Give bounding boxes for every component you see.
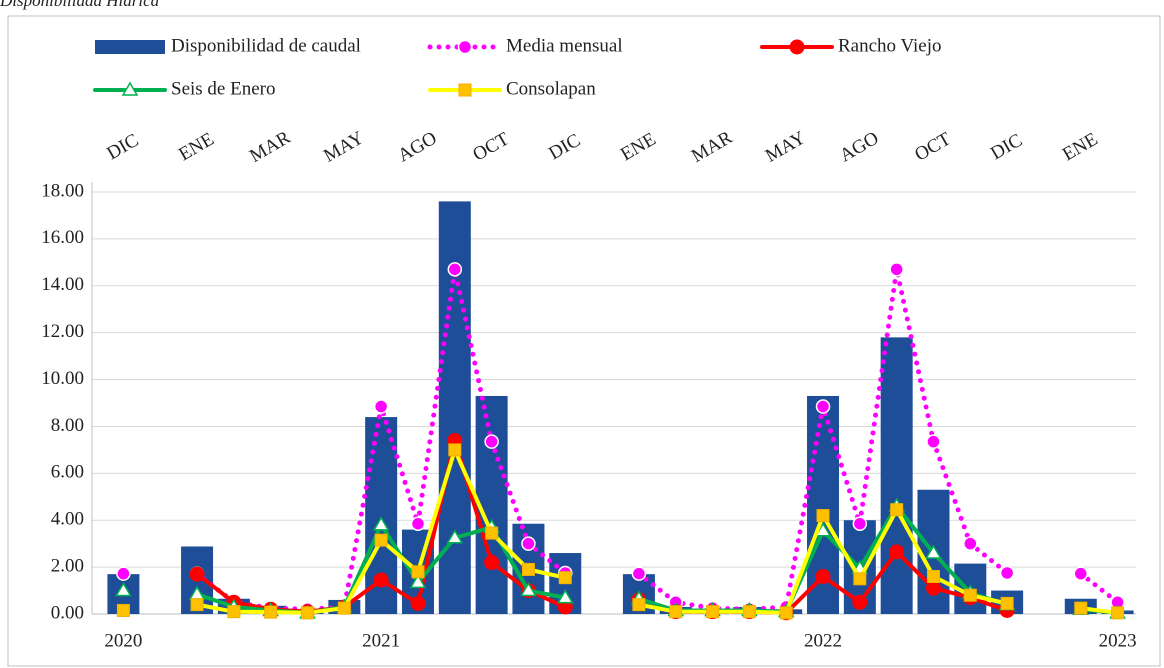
- line-marker: [190, 598, 204, 612]
- y-tick-label: 4.00: [51, 509, 84, 530]
- line-marker: [999, 565, 1015, 581]
- legend-marker: [121, 81, 139, 96]
- y-tick-label: 10.00: [41, 368, 84, 389]
- line-marker: [963, 536, 978, 551]
- line-marker: [1111, 606, 1125, 620]
- line-marker: [890, 503, 904, 517]
- line-marker: [706, 605, 720, 619]
- legend-label: Consolapan: [506, 78, 596, 99]
- line-marker: [1074, 601, 1088, 615]
- line-marker: [853, 572, 867, 586]
- legend-label: Rancho Viejo: [838, 35, 942, 56]
- line-marker: [816, 509, 830, 523]
- line-marker: [227, 605, 241, 619]
- line-marker: [1073, 566, 1089, 581]
- legend-label: Media mensual: [506, 35, 623, 56]
- line-marker: [926, 569, 940, 583]
- line-marker: [484, 554, 500, 570]
- legend-marker: [789, 39, 805, 55]
- chart-frame: [7, 15, 1161, 667]
- y-tick-label: 6.00: [51, 462, 84, 483]
- line-marker: [632, 598, 646, 612]
- line-marker: [556, 589, 574, 604]
- line-marker: [669, 605, 683, 619]
- line-marker: [484, 434, 499, 449]
- line-marker: [189, 566, 205, 582]
- y-tick-label: 12.00: [41, 321, 84, 342]
- line-marker: [410, 595, 426, 611]
- line-marker: [1000, 596, 1014, 610]
- line-marker: [264, 605, 278, 619]
- line-marker: [520, 582, 537, 597]
- line-marker: [116, 566, 131, 581]
- line-marker: [889, 544, 905, 560]
- year-label: 2022: [804, 630, 842, 651]
- line-marker: [374, 533, 388, 547]
- line-marker: [558, 571, 572, 585]
- y-tick-label: 18.00: [41, 180, 84, 201]
- line-marker: [485, 526, 499, 540]
- legend-marker: [458, 83, 472, 97]
- line-marker: [372, 516, 390, 531]
- line-marker: [448, 443, 462, 457]
- line-marker: [742, 605, 756, 619]
- line-marker: [447, 262, 463, 277]
- line-marker: [410, 516, 426, 531]
- line-marker: [852, 594, 868, 610]
- line-marker: [301, 606, 315, 620]
- line-marker: [852, 516, 868, 531]
- legend-label: Disponibilidad de caudal: [171, 35, 361, 56]
- line-marker: [815, 399, 831, 414]
- line-marker: [446, 529, 464, 544]
- line-marker: [889, 262, 904, 277]
- line-marker: [521, 562, 535, 576]
- line-marker: [925, 580, 941, 596]
- year-label: 2020: [104, 630, 142, 651]
- y-tick-label: 8.00: [51, 415, 84, 436]
- line-marker: [963, 588, 977, 602]
- line-marker: [779, 606, 793, 620]
- line-marker: [925, 544, 942, 559]
- legend-marker: [457, 39, 473, 55]
- line-marker: [815, 568, 831, 584]
- line-marker: [411, 565, 425, 579]
- line-marker: [373, 572, 389, 588]
- y-tick-label: 14.00: [41, 274, 84, 295]
- y-tick-label: 16.00: [41, 227, 84, 248]
- legend-swatch: [95, 40, 165, 54]
- line-marker: [337, 601, 351, 615]
- line-marker: [115, 582, 132, 597]
- line-marker: [926, 434, 941, 449]
- bar: [880, 337, 913, 614]
- line-marker: [409, 573, 427, 589]
- year-label: 2023: [1099, 630, 1137, 651]
- line-marker: [373, 399, 389, 414]
- chart-title: Disponibilidad Hídrica: [0, 0, 159, 10]
- line-marker: [631, 566, 647, 581]
- line-marker: [521, 536, 536, 551]
- year-label: 2021: [362, 630, 400, 651]
- y-tick-label: 0.00: [51, 602, 84, 623]
- y-tick-label: 2.00: [51, 555, 84, 576]
- line-marker: [116, 603, 130, 617]
- legend-label: Seis de Enero: [171, 78, 275, 99]
